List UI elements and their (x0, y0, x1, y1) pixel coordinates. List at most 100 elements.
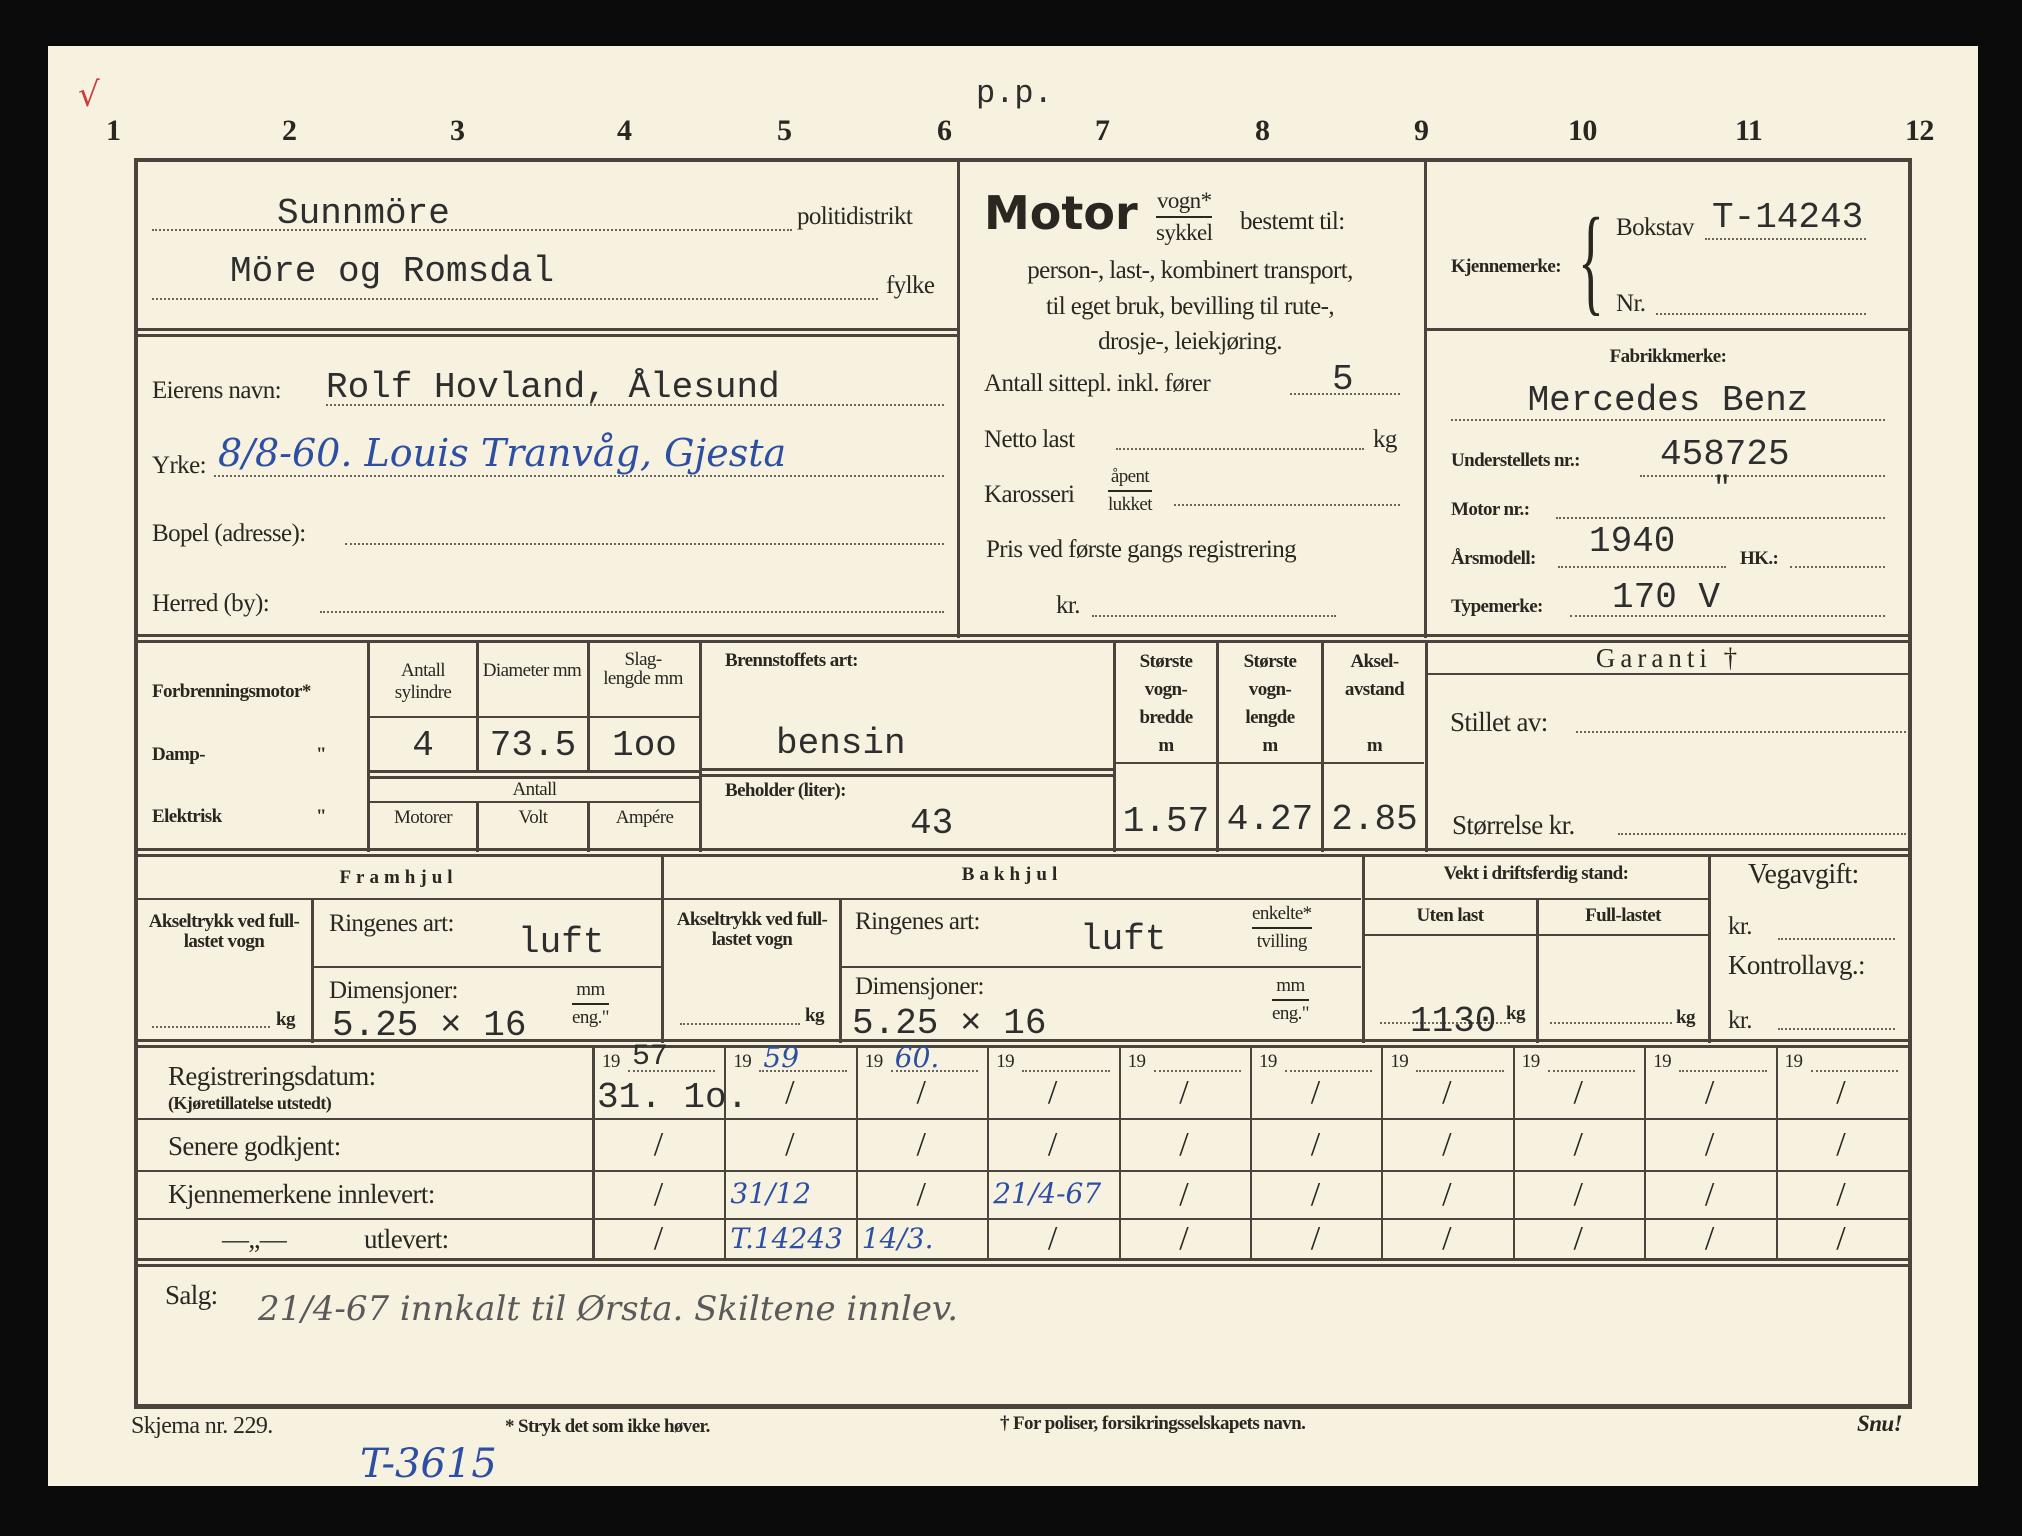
year-field[interactable] (1416, 1070, 1504, 1072)
year-prefix: 19 (996, 1051, 1014, 1072)
year-value[interactable]: 59 (763, 1041, 800, 1074)
hp-field[interactable] (1790, 566, 1885, 568)
plates-out-entry[interactable]: 14/3. (861, 1222, 934, 1255)
antall-label: Antall (512, 779, 558, 800)
make-value[interactable]: Mercedes Benz (1527, 380, 1809, 421)
year-value[interactable]: 57 (632, 1040, 669, 1074)
column-divider (1512, 1046, 1515, 1258)
width-value[interactable]: 1.57 (1122, 801, 1210, 842)
diameter-value[interactable]: 73.5 (489, 725, 577, 766)
year-field[interactable] (1285, 1070, 1373, 1072)
body-field[interactable] (1174, 504, 1400, 506)
chassis-line (1640, 475, 1885, 477)
year-field[interactable] (759, 1070, 847, 1072)
sale-handwritten[interactable]: 21/4-67 innkalt til Ørsta. Skiltene innl… (258, 1289, 959, 1329)
issued-by-label: Stillet av: (1450, 707, 1548, 737)
engine-no-ditto[interactable]: " (1713, 472, 1732, 506)
occupation-line (214, 475, 944, 477)
date-slash: / (1310, 1074, 1320, 1111)
date-slash: / (916, 1074, 926, 1111)
model-year-value[interactable]: 1940 (1589, 521, 1676, 562)
year-prefix: 19 (1127, 1051, 1146, 1072)
column-divider (1118, 1046, 1121, 1258)
front-axle-field[interactable] (152, 1026, 270, 1028)
date-slash: / (1573, 1126, 1583, 1163)
net-load-unit: kg (1373, 426, 1397, 453)
first-registration-date[interactable]: 31. 1o. (597, 1077, 749, 1118)
plates-in-date[interactable]: 21/4-67 (993, 1177, 1102, 1210)
tank-value[interactable]: 43 (910, 803, 954, 844)
date-slash: / (1573, 1220, 1583, 1257)
chassis-value[interactable]: 458725 (1660, 434, 1790, 475)
date-slash: / (1442, 1074, 1451, 1111)
rear-dim-value[interactable]: 5.25 × 16 (852, 1003, 1047, 1044)
municipality-field[interactable] (320, 611, 944, 613)
date-slash: / (1047, 1074, 1057, 1111)
road-tax-field[interactable] (1778, 938, 1895, 940)
model-year-label: Årsmodell: (1451, 548, 1536, 569)
county-value[interactable]: Möre og Romsdal (230, 251, 555, 292)
year-field[interactable] (1810, 1070, 1898, 1072)
issued-by-field[interactable] (1576, 731, 1906, 733)
wheelbase-value[interactable]: 2.85 (1331, 799, 1418, 840)
year-prefix: 19 (1784, 1051, 1803, 1072)
front-dim-value[interactable]: 5.25 × 16 (332, 1005, 527, 1046)
cylinders-value[interactable]: 4 (412, 725, 434, 766)
year-prefix: 19 (1390, 1051, 1409, 1072)
year-field[interactable] (890, 1070, 979, 1072)
date-slash: / (1704, 1074, 1714, 1111)
date-slash: / (1836, 1074, 1846, 1111)
amount-field[interactable] (1618, 833, 1906, 835)
date-slash: / (916, 1176, 926, 1213)
type-label: Typemerke: (1451, 596, 1543, 617)
year-field[interactable] (1679, 1070, 1767, 1072)
front-axle-unit: kg (276, 1009, 295, 1030)
district-value[interactable]: Sunnmöre (277, 193, 450, 234)
year-field[interactable] (1153, 1070, 1241, 1072)
occupation-handwritten[interactable]: 8/8-60. Louis Tranvåg, Gjesta (218, 431, 787, 475)
empty-weight-unit: kg (1506, 1003, 1525, 1024)
full-weight-field[interactable] (1550, 1022, 1672, 1024)
diameter-header: Diameter mm (482, 660, 582, 681)
empty-weight-line (1380, 1022, 1510, 1024)
front-tire-value[interactable]: luft (518, 922, 605, 963)
frac-vogn: vogn* (1156, 188, 1212, 213)
column-divider (987, 1046, 990, 1258)
plate-label: Kjennemerke: (1451, 256, 1562, 277)
rear-tire-label: Ringenes art: (855, 908, 980, 935)
seats-value[interactable]: 5 (1332, 359, 1354, 400)
engine-kind-combustion: Forbrenningsmotor* (152, 681, 311, 702)
length-value[interactable]: 4.27 (1226, 799, 1314, 840)
empty-weight-value[interactable]: 1130 (1410, 1001, 1497, 1042)
date-slash: / (1179, 1074, 1189, 1111)
rear-axle-field[interactable] (680, 1023, 800, 1025)
county-label: fylke (886, 272, 935, 299)
net-load-field[interactable] (1116, 448, 1364, 450)
owner-name-value[interactable]: Rolf Hovland, Ålesund (326, 367, 780, 408)
year-value[interactable]: 60. (894, 1041, 940, 1074)
plates-in-date[interactable]: 31/12 (730, 1177, 812, 1210)
plates-out-entry[interactable]: T.14243 (730, 1222, 843, 1255)
motors-header: Motorer (393, 807, 453, 828)
year-field[interactable] (628, 1070, 716, 1072)
type-line (1570, 615, 1885, 617)
plate-number-field[interactable] (1656, 313, 1866, 315)
address-field[interactable] (345, 543, 944, 545)
date-slash: / (1836, 1176, 1846, 1213)
owner-name-label: Eierens navn: (152, 377, 282, 404)
address-label: Bopel (adresse): (152, 520, 306, 547)
form-number: Skjema nr. 229. (131, 1413, 273, 1439)
seats-line (1290, 393, 1400, 395)
price-field[interactable] (1092, 615, 1336, 617)
year-field[interactable] (1547, 1070, 1636, 1072)
price-unit: kr. (1056, 592, 1081, 619)
fuel-value[interactable]: bensin (776, 723, 906, 764)
stroke-value[interactable]: 1oo (612, 725, 677, 766)
rear-axle-label: Akseltrykk ved full-lastet vogn (676, 909, 828, 950)
year-field[interactable] (1022, 1070, 1110, 1072)
type-value[interactable]: 170 V (1612, 577, 1721, 618)
footnote-star: * Stryk det som ikke høver. (505, 1416, 710, 1437)
plate-letter-value[interactable]: T-14243 (1712, 197, 1864, 238)
rear-tire-value[interactable]: luft (1080, 919, 1167, 960)
control-fee-field[interactable] (1778, 1028, 1895, 1030)
